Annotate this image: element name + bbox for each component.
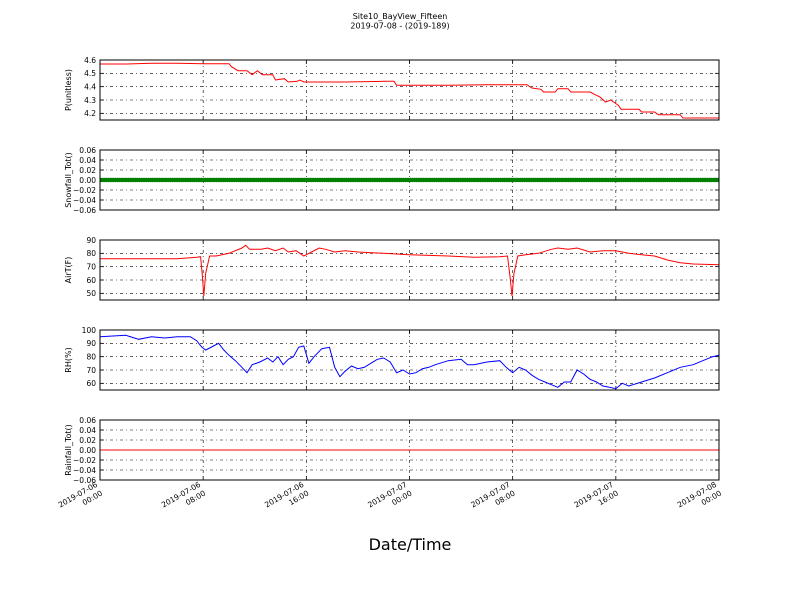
y-tick-label: 4.2 — [84, 109, 96, 118]
y-tick-label: −0.02 — [73, 456, 96, 465]
y-tick-label: 70 — [86, 262, 96, 271]
y-tick-label: 4.6 — [84, 56, 96, 65]
chart-title: Site10_BayView_Fifteen — [353, 12, 448, 21]
panel-0: 4.2 4.3 4.4 4.5 4.6 P(unitless) — [64, 56, 720, 121]
y-tick-label: 70 — [86, 366, 96, 375]
panel-3: 60 70 80 90 100 RH(%) — [64, 326, 720, 391]
y-tick-label: 90 — [86, 236, 96, 245]
plot-frame — [99, 419, 720, 481]
panels: 4.24.34.44.54.6P(unitless)−0.06−0.04−0.0… — [64, 56, 720, 485]
series-line — [100, 244, 719, 297]
y-tick-label: 4.5 — [84, 69, 96, 78]
x-axis-label: Date/Time — [369, 535, 452, 554]
y-tick-label: 0.04 — [79, 426, 96, 435]
y-axis-label: Snowfall_Tot() — [64, 152, 73, 208]
panel-2: 50 60 70 80 90 AirT(F) — [64, 236, 720, 301]
y-tick-label: 0.06 — [79, 416, 96, 425]
data-point — [716, 177, 719, 183]
y-tick-label: 90 — [86, 339, 96, 348]
y-axis-label: RH(%) — [64, 347, 73, 372]
y-tick-label: −0.04 — [73, 466, 96, 475]
chart-subtitle: 2019-07-08 - (2019-189) — [350, 22, 449, 31]
y-tick-label: 0.04 — [79, 156, 96, 165]
panel-1: −0.06−0.04−0.020.000.020.040.06 Snowfall_… — [64, 146, 720, 215]
plot-frame — [99, 59, 720, 121]
plot-frame — [99, 239, 720, 301]
y-tick-label: 80 — [86, 249, 96, 258]
series-line — [100, 62, 719, 119]
y-tick-label: 4.3 — [84, 96, 96, 105]
panel-4: −0.06−0.04−0.020.000.020.040.06 Rainfall_… — [64, 416, 720, 485]
y-tick-label: −0.06 — [73, 476, 96, 485]
y-tick-label: 0.00 — [79, 176, 96, 185]
y-axis-label: AirT(F) — [64, 257, 73, 284]
y-tick-label: −0.06 — [73, 206, 96, 215]
y-tick-label: −0.04 — [73, 196, 96, 205]
plot-frame — [99, 149, 720, 211]
y-tick-label: 0.00 — [79, 446, 96, 455]
plot-frame — [99, 329, 720, 391]
y-tick-label: 60 — [86, 276, 96, 285]
y-axis-label: P(unitless) — [64, 69, 73, 111]
y-axis-label: Rainfall_Tot() — [64, 424, 73, 476]
series-line — [100, 334, 719, 390]
y-tick-label: 50 — [86, 289, 96, 298]
y-tick-label: 100 — [82, 326, 97, 335]
series-markers — [100, 177, 719, 183]
y-tick-label: 80 — [86, 352, 96, 361]
y-tick-label: 0.06 — [79, 146, 96, 155]
y-tick-label: 0.02 — [79, 436, 96, 445]
y-tick-label: 60 — [86, 379, 96, 388]
y-tick-label: 0.02 — [79, 166, 96, 175]
y-tick-label: 4.4 — [84, 82, 96, 91]
y-tick-label: −0.02 — [73, 186, 96, 195]
